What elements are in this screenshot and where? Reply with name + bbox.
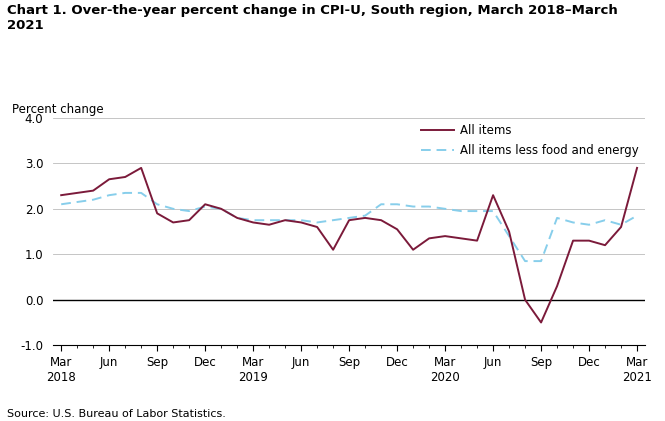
All items less food and energy [265, 218, 273, 223]
All items less food and energy [361, 213, 369, 218]
All items [265, 222, 273, 227]
All items less food and energy [281, 218, 289, 223]
All items less food and energy [601, 218, 609, 223]
All items [297, 220, 305, 225]
All items less food and energy [393, 202, 401, 207]
All items [153, 211, 161, 216]
All items less food and energy [441, 206, 449, 211]
All items [105, 177, 113, 182]
All items less food and energy [185, 208, 193, 213]
All items [89, 188, 97, 193]
All items [233, 216, 241, 221]
All items [137, 165, 145, 171]
All items [313, 224, 321, 229]
All items [329, 247, 337, 252]
All items less food and energy [297, 218, 305, 223]
All items less food and energy [617, 222, 625, 227]
All items [121, 174, 129, 179]
All items less food and energy [217, 206, 225, 211]
All items less food and energy [569, 220, 577, 225]
All items [409, 247, 417, 252]
All items less food and energy [425, 204, 433, 209]
All items [441, 234, 449, 239]
Text: Source: U.S. Bureau of Labor Statistics.: Source: U.S. Bureau of Labor Statistics. [7, 409, 225, 419]
Line: All items: All items [61, 168, 637, 322]
All items [425, 236, 433, 241]
All items [585, 238, 593, 243]
All items [201, 202, 209, 207]
All items [57, 193, 65, 198]
All items [473, 238, 481, 243]
All items less food and energy [489, 208, 497, 213]
All items [393, 227, 401, 232]
All items less food and energy [633, 213, 641, 218]
All items [521, 297, 529, 302]
All items [505, 229, 513, 234]
All items [377, 218, 385, 223]
All items [489, 193, 497, 198]
All items less food and energy [73, 200, 81, 205]
All items less food and energy [377, 202, 385, 207]
All items [633, 165, 641, 171]
All items less food and energy [57, 202, 65, 207]
All items [217, 206, 225, 211]
All items [553, 284, 561, 289]
All items less food and energy [89, 197, 97, 202]
All items less food and energy [505, 234, 513, 239]
All items [569, 238, 577, 243]
All items less food and energy [553, 216, 561, 221]
All items less food and energy [313, 220, 321, 225]
All items less food and energy [457, 208, 465, 213]
All items less food and energy [233, 216, 241, 221]
All items less food and energy [473, 208, 481, 213]
All items [617, 224, 625, 229]
All items less food and energy [409, 204, 417, 209]
All items less food and energy [137, 190, 145, 195]
All items [537, 320, 545, 325]
Line: All items less food and energy: All items less food and energy [61, 193, 637, 261]
All items less food and energy [169, 206, 177, 211]
All items less food and energy [201, 204, 209, 209]
All items [185, 218, 193, 223]
All items less food and energy [105, 193, 113, 198]
All items [457, 236, 465, 241]
Legend: All items, All items less food and energy: All items, All items less food and energ… [422, 124, 639, 157]
All items [169, 220, 177, 225]
All items [601, 242, 609, 248]
All items less food and energy [329, 218, 337, 223]
All items less food and energy [585, 222, 593, 227]
All items less food and energy [249, 218, 257, 223]
All items less food and energy [345, 216, 353, 221]
All items less food and energy [121, 190, 129, 195]
Text: Percent change: Percent change [12, 103, 103, 116]
All items [249, 220, 257, 225]
All items [345, 218, 353, 223]
All items less food and energy [521, 258, 529, 264]
All items [361, 216, 369, 221]
All items less food and energy [537, 258, 545, 264]
All items [73, 190, 81, 195]
All items [281, 218, 289, 223]
Text: Chart 1. Over-the-year percent change in CPI-U, South region, March 2018–March
2: Chart 1. Over-the-year percent change in… [7, 4, 617, 32]
All items less food and energy [153, 202, 161, 207]
